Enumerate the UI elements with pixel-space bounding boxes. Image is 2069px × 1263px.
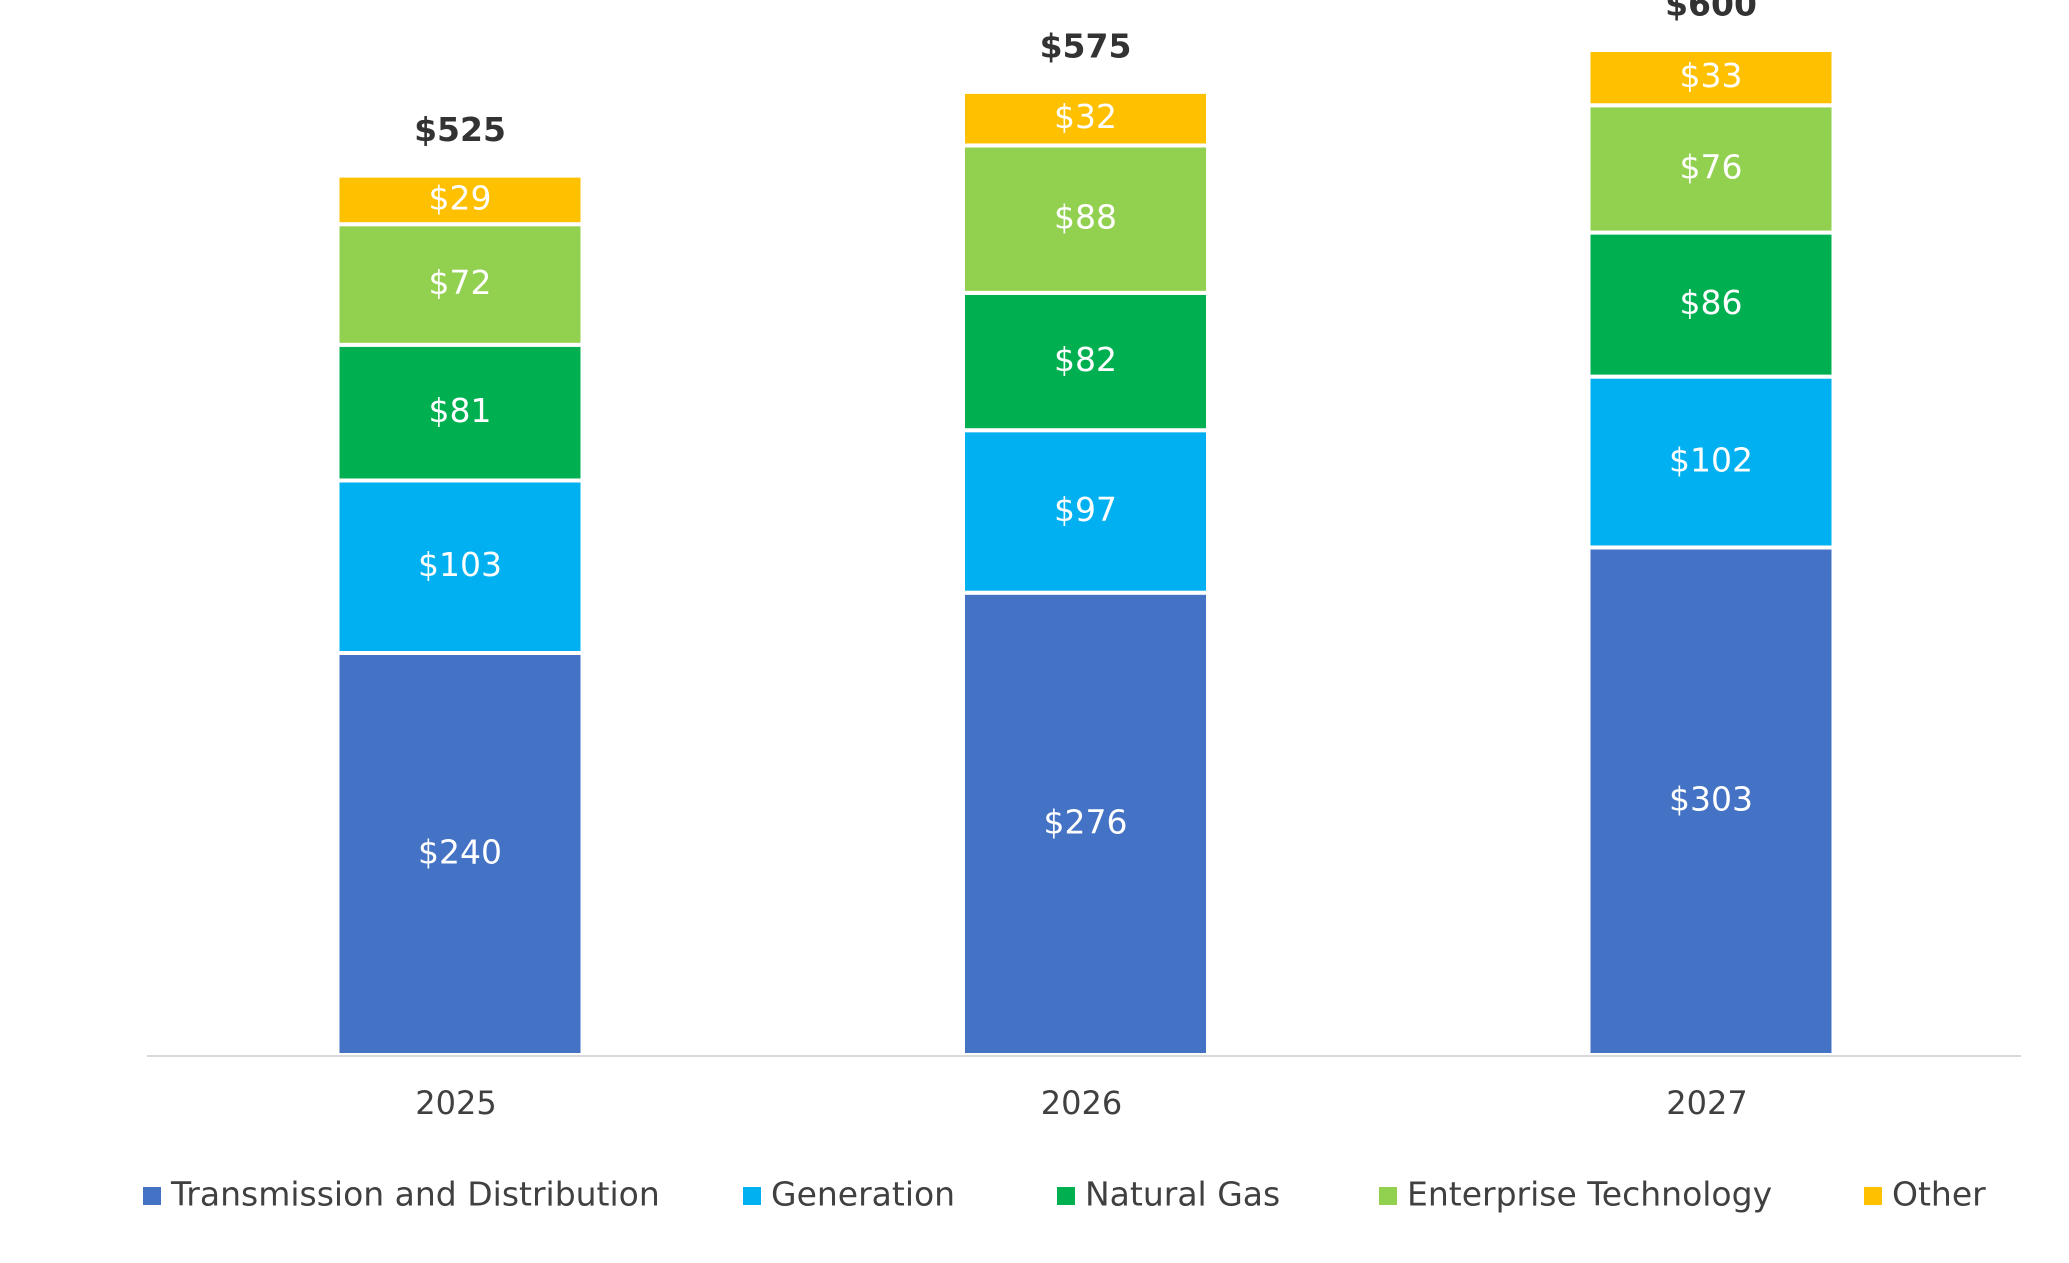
bar-segment bbox=[1586, 374, 1836, 550]
data-label: $240 bbox=[418, 833, 502, 872]
legend-label: Natural Gas bbox=[1085, 1175, 1280, 1214]
bar-segment bbox=[1586, 230, 1836, 379]
legend-swatch bbox=[1057, 1187, 1075, 1205]
data-label: $303 bbox=[1669, 780, 1753, 819]
data-label: $29 bbox=[429, 178, 492, 217]
bar-segment bbox=[1586, 545, 1836, 1057]
data-label: $102 bbox=[1669, 441, 1753, 480]
legend-swatch bbox=[1379, 1187, 1397, 1205]
bar-segment bbox=[961, 143, 1210, 295]
data-label: $276 bbox=[1044, 802, 1128, 841]
bar-segment bbox=[335, 651, 585, 1057]
x-tick-label: 2025 bbox=[415, 1084, 496, 1122]
legend-swatch bbox=[1864, 1187, 1882, 1205]
bar-segment bbox=[961, 428, 1210, 595]
legend-label: Transmission and Distribution bbox=[170, 1175, 660, 1214]
legend-label: Generation bbox=[771, 1175, 955, 1214]
bar-segment bbox=[961, 89, 1210, 148]
bar-segment bbox=[961, 590, 1210, 1057]
data-label: $86 bbox=[1680, 283, 1743, 322]
data-label: $72 bbox=[429, 263, 492, 302]
data-label: $82 bbox=[1054, 340, 1117, 379]
bar-segment bbox=[1586, 48, 1836, 108]
total-label: $575 bbox=[1040, 26, 1132, 65]
data-label: $32 bbox=[1054, 97, 1117, 136]
bar-segment bbox=[335, 173, 585, 227]
legend-label: Other bbox=[1892, 1175, 1986, 1214]
bar-segment bbox=[335, 222, 585, 347]
data-label: $103 bbox=[418, 545, 502, 584]
data-label: $33 bbox=[1680, 56, 1743, 95]
total-label: $600 bbox=[1665, 0, 1757, 24]
bar-segment bbox=[335, 478, 585, 655]
x-tick-label: 2027 bbox=[1666, 1084, 1747, 1122]
legend-swatch bbox=[743, 1187, 761, 1205]
data-label: $97 bbox=[1054, 490, 1117, 529]
bar-segment bbox=[961, 290, 1210, 433]
data-label: $88 bbox=[1054, 198, 1117, 237]
legend-label: Enterprise Technology bbox=[1407, 1175, 1772, 1214]
total-label: $525 bbox=[414, 110, 506, 149]
x-tick-label: 2026 bbox=[1041, 1084, 1122, 1122]
data-label: $81 bbox=[429, 391, 492, 430]
data-label: $76 bbox=[1680, 147, 1743, 186]
legend-swatch bbox=[143, 1187, 161, 1205]
